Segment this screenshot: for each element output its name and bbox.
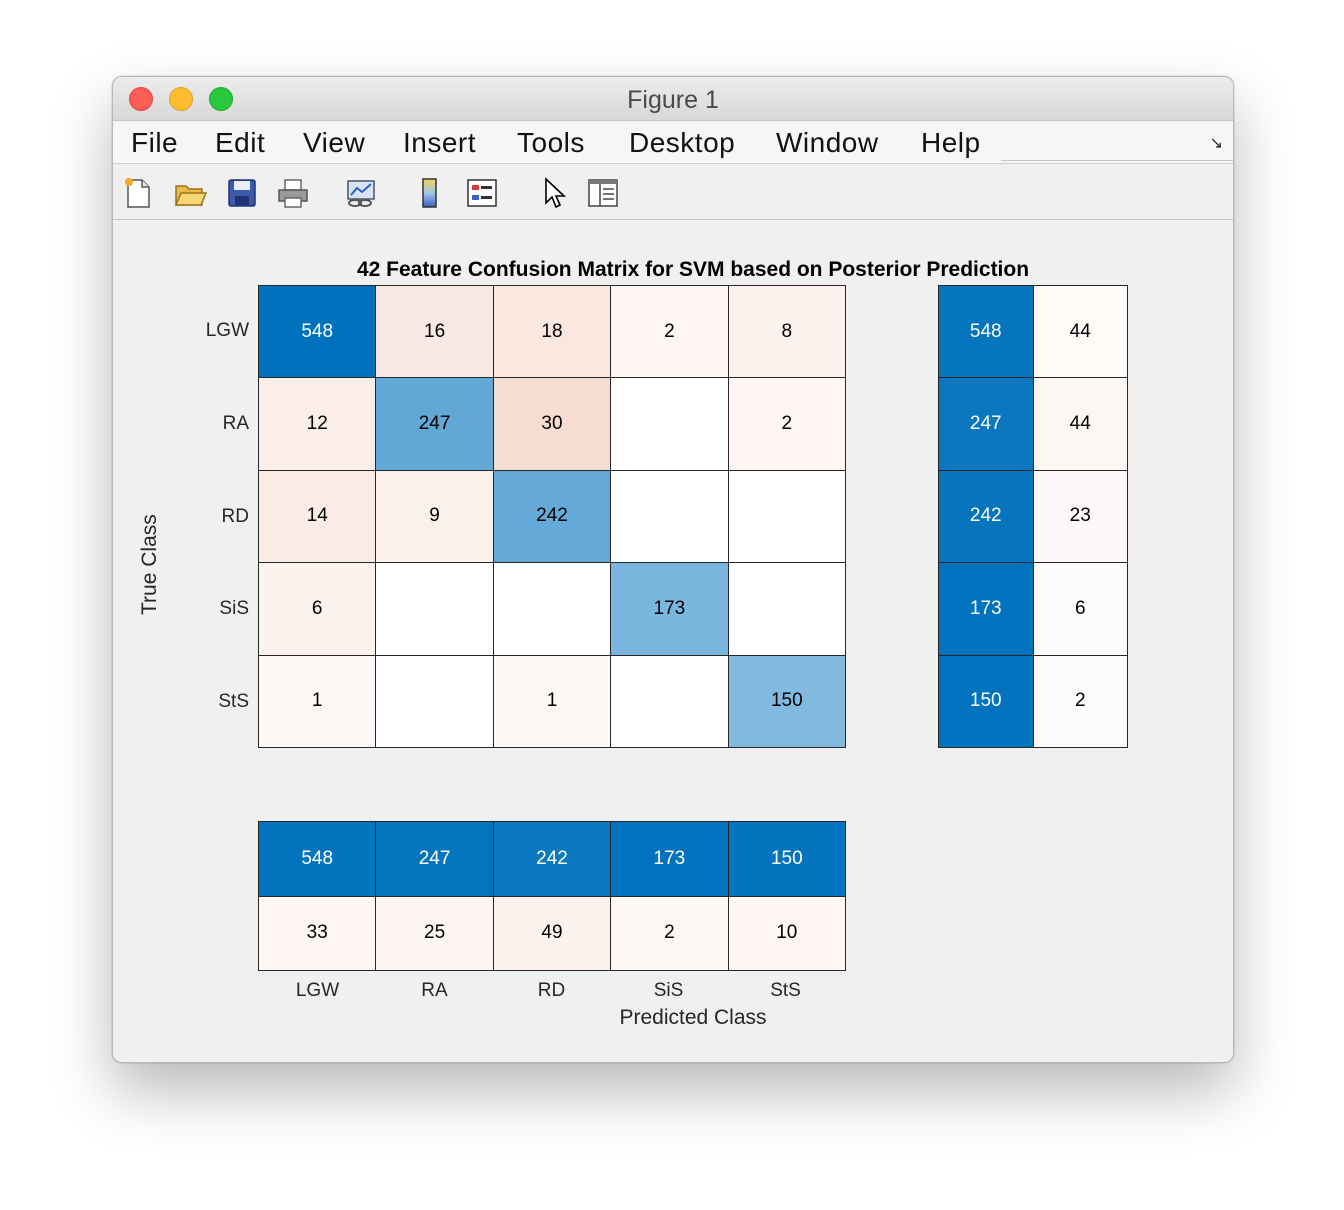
row-summary-correct-lgw: 548 xyxy=(939,286,1033,378)
col-label-rd: RD xyxy=(537,980,566,1001)
colorbar-icon[interactable] xyxy=(413,176,447,210)
matrix-cell-rd-lgw: 14 xyxy=(259,470,376,563)
row-label-ra: RA xyxy=(222,413,249,434)
col-summary-incorrect-ra: 25 xyxy=(376,896,493,970)
title-bar[interactable]: Figure 1 xyxy=(113,77,1233,121)
window-title: Figure 1 xyxy=(627,86,719,114)
row-summary-correct-sts: 150 xyxy=(939,655,1033,747)
matrix-cell-sis-ra xyxy=(376,563,493,655)
menu-file[interactable]: File xyxy=(131,127,179,158)
close-window-button[interactable] xyxy=(129,87,153,111)
row-summary-correct-rd: 242 xyxy=(939,470,1033,563)
menu-divider xyxy=(1001,160,1233,161)
save-icon[interactable] xyxy=(225,176,259,210)
row-label-sis: SiS xyxy=(219,598,249,619)
col-summary-incorrect-rd: 49 xyxy=(493,896,611,970)
matrix-cell-rd-sis xyxy=(611,470,728,563)
col-label-sts: StS xyxy=(770,980,801,1001)
menu-desktop[interactable]: Desktop xyxy=(629,127,736,158)
matrix-cell-rd-rd: 242 xyxy=(493,470,611,563)
link-plot-icon[interactable] xyxy=(344,176,378,210)
dock-arrow-icon[interactable]: ↘ xyxy=(1209,135,1223,152)
legend-icon[interactable] xyxy=(465,176,499,210)
figure-window: Figure 1 File Edit View Insert Tools Des… xyxy=(112,76,1234,1063)
menu-window[interactable]: Window xyxy=(776,127,879,158)
matrix-cell-sts-ra xyxy=(376,655,493,747)
row-summary-correct-ra: 247 xyxy=(939,378,1033,470)
row-summary-correct-sis: 173 xyxy=(939,563,1033,655)
col-summary-correct-sis: 173 xyxy=(611,822,728,896)
matrix-cell-lgw-sts: 8 xyxy=(728,286,845,378)
matrix-cell-sts-lgw: 1 xyxy=(259,655,376,747)
menu-bar: File Edit View Insert Tools Desktop Wind… xyxy=(113,121,1233,164)
pointer-icon[interactable] xyxy=(537,176,571,210)
matrix-cell-ra-ra: 247 xyxy=(376,378,493,470)
matrix-cell-lgw-rd: 18 xyxy=(493,286,611,378)
matrix-cell-sis-sts xyxy=(728,563,845,655)
matrix-cell-ra-lgw: 12 xyxy=(259,378,376,470)
row-summary-incorrect-lgw: 44 xyxy=(1033,286,1127,378)
row-label-sts: StS xyxy=(218,691,249,712)
matrix-cell-sts-rd: 1 xyxy=(493,655,611,747)
row-summary-incorrect-rd: 23 xyxy=(1033,470,1127,563)
menu-help[interactable]: Help xyxy=(921,127,981,158)
matrix-cell-rd-sts xyxy=(728,470,845,563)
col-summary-incorrect-sts: 10 xyxy=(728,896,845,970)
figure-toolbar xyxy=(113,164,1233,220)
matrix-cell-sts-sis xyxy=(611,655,728,747)
row-summary-incorrect-sts: 2 xyxy=(1033,655,1127,747)
col-summary-correct-ra: 247 xyxy=(376,822,493,896)
col-label-sis: SiS xyxy=(653,980,684,1001)
column-summary-matrix: 548 247 242 173 150 33 25 49 2 10 xyxy=(258,821,846,971)
menu-view[interactable]: View xyxy=(303,127,366,158)
menu-insert[interactable]: Insert xyxy=(403,127,477,158)
maximize-window-button[interactable] xyxy=(209,87,233,111)
confusion-matrix: 548 16 18 2 8 12 247 30 2 14 9 242 6 173 1 1 150 xyxy=(258,285,846,748)
menu-tools[interactable]: Tools xyxy=(517,127,585,158)
row-summary-incorrect-ra: 44 xyxy=(1033,378,1127,470)
chart-title: 42 Feature Confusion Matrix for SVM base… xyxy=(356,258,1030,281)
matrix-cell-lgw-lgw: 548 xyxy=(259,286,376,378)
matrix-cell-lgw-sis: 2 xyxy=(611,286,728,378)
y-axis-label: True Class xyxy=(138,514,161,615)
col-summary-correct-sts: 150 xyxy=(728,822,845,896)
col-summary-correct-lgw: 548 xyxy=(259,822,376,896)
open-folder-icon[interactable] xyxy=(173,176,207,210)
matrix-cell-sts-sts: 150 xyxy=(728,655,845,747)
col-label-lgw: LGW xyxy=(295,980,340,1001)
matrix-cell-sis-sis: 173 xyxy=(611,563,728,655)
figure-canvas: 42 Feature Confusion Matrix for SVM base… xyxy=(113,220,1233,1062)
col-summary-incorrect-sis: 2 xyxy=(611,896,728,970)
print-icon[interactable] xyxy=(276,176,310,210)
matrix-cell-sis-lgw: 6 xyxy=(259,563,376,655)
x-axis-label: Predicted Class xyxy=(619,1006,767,1029)
matrix-cell-ra-sis xyxy=(611,378,728,470)
matrix-cell-ra-sts: 2 xyxy=(728,378,845,470)
row-label-rd: RD xyxy=(221,506,249,527)
matrix-cell-rd-ra: 9 xyxy=(376,470,493,563)
minimize-window-button[interactable] xyxy=(169,87,193,111)
matrix-cell-sis-rd xyxy=(493,563,611,655)
matrix-cell-ra-rd: 30 xyxy=(493,378,611,470)
new-figure-icon[interactable] xyxy=(121,176,155,210)
row-summary-incorrect-sis: 6 xyxy=(1033,563,1127,655)
col-label-ra: RA xyxy=(421,980,448,1001)
col-summary-incorrect-lgw: 33 xyxy=(259,896,376,970)
row-summary-matrix: 548 44 247 44 242 23 173 6 150 2 xyxy=(938,285,1128,748)
property-inspector-icon[interactable] xyxy=(586,176,620,210)
col-summary-correct-rd: 242 xyxy=(493,822,611,896)
row-label-lgw: LGW xyxy=(205,320,249,341)
menu-edit[interactable]: Edit xyxy=(215,127,266,158)
matrix-cell-lgw-ra: 16 xyxy=(376,286,493,378)
